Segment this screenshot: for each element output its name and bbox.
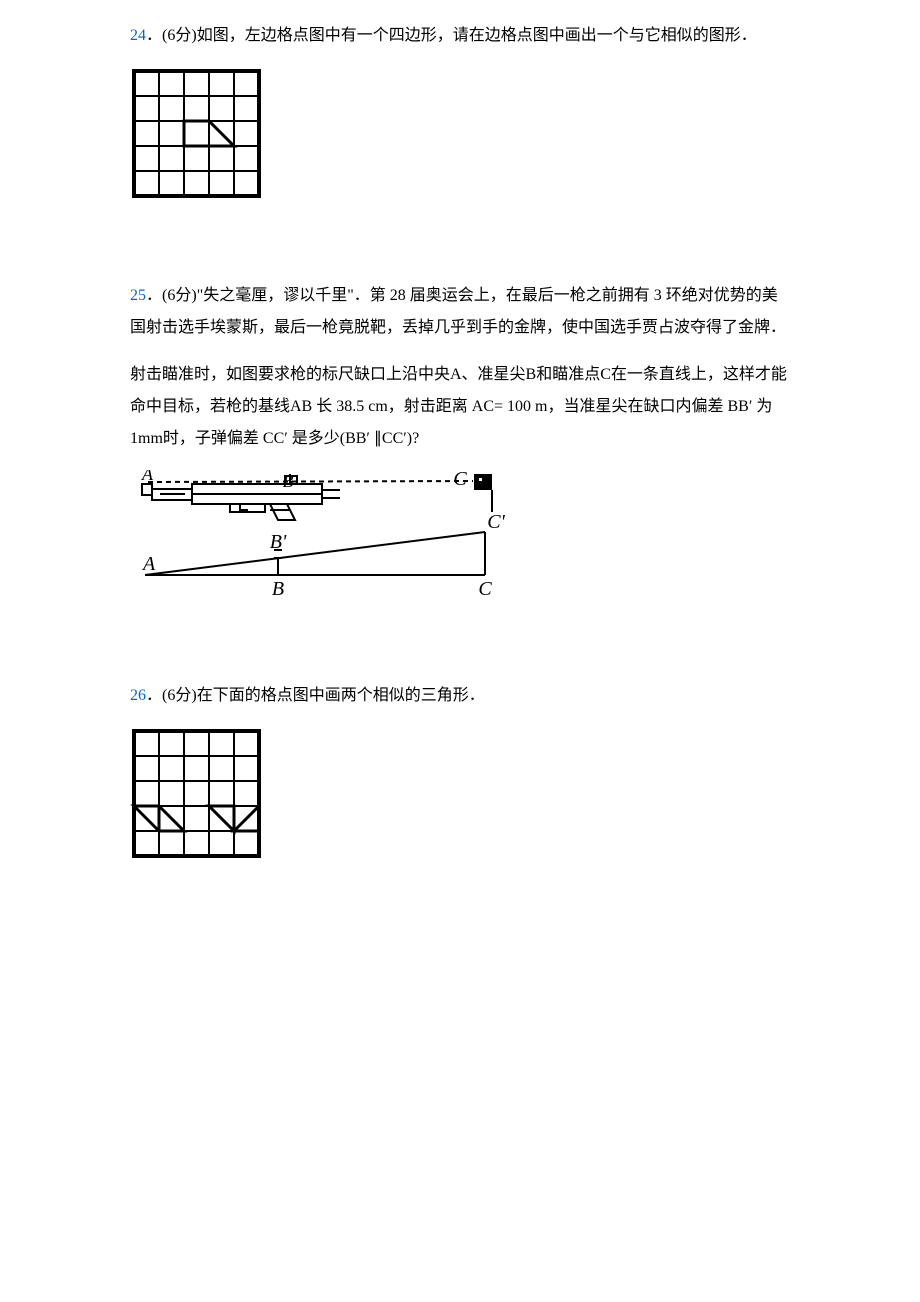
problem-26-text: 26．(6分)在下面的格点图中画两个相似的三角形． <box>130 680 790 712</box>
label-b1: B <box>283 471 294 491</box>
label-c1: C <box>453 470 467 490</box>
problem-24-body: 如图，左边格点图中有一个四边形，请在边格点图中画出一个与它相似的图形． <box>197 27 757 44</box>
target-icon <box>474 474 492 490</box>
problem-24-grid <box>130 67 263 200</box>
problem-25-text: 25．(6分)"失之毫厘，谬以千里"．第 28 届奥运会上，在最后一枪之前拥有 … <box>130 280 790 344</box>
problem-26-grid <box>130 727 263 860</box>
label-a2: A <box>141 553 156 575</box>
problem-26: 26．(6分)在下面的格点图中画两个相似的三角形． <box>130 680 790 860</box>
problem-26-body: 在下面的格点图中画两个相似的三角形． <box>197 687 485 704</box>
label-bp: B' <box>270 531 287 553</box>
problem-24: 24．(6分)如图，左边格点图中有一个四边形，请在边格点图中画出一个与它相似的图… <box>130 20 790 200</box>
problem-25-number: 25 <box>130 287 146 304</box>
problem-24-points: (6分) <box>162 27 197 44</box>
label-c2: C <box>478 578 492 600</box>
problem-24-figure <box>130 67 790 200</box>
problem-24-number: 24 <box>130 27 146 44</box>
problem-25-text2: 射击瞄准时，如图要求枪的标尺缺口上沿中央A、准星尖B和瞄准点C在一条直线上，这样… <box>130 359 790 455</box>
problem-25-body1: "失之毫厘，谬以千里"．第 28 届奥运会上，在最后一枪之前拥有 3 环绝对优势… <box>130 287 786 336</box>
label-a1: A <box>141 470 154 484</box>
problem-25: 25．(6分)"失之毫厘，谬以千里"．第 28 届奥运会上，在最后一枪之前拥有 … <box>130 280 790 600</box>
label-cp: C' <box>487 511 505 533</box>
problem-25-diagram: A B C A B B' C C' <box>130 470 510 600</box>
problem-25-figure: A B C A B B' C C' <box>130 470 790 600</box>
problem-26-figure <box>130 727 790 860</box>
problem-26-number: 26 <box>130 687 146 704</box>
problem-25-points: (6分) <box>162 287 197 304</box>
label-b2: B <box>272 578 284 600</box>
problem-25-body2: 射击瞄准时，如图要求枪的标尺缺口上沿中央A、准星尖B和瞄准点C在一条直线上，这样… <box>130 366 787 447</box>
problem-26-points: (6分) <box>162 687 197 704</box>
problem-24-text: 24．(6分)如图，左边格点图中有一个四边形，请在边格点图中画出一个与它相似的图… <box>130 20 790 52</box>
